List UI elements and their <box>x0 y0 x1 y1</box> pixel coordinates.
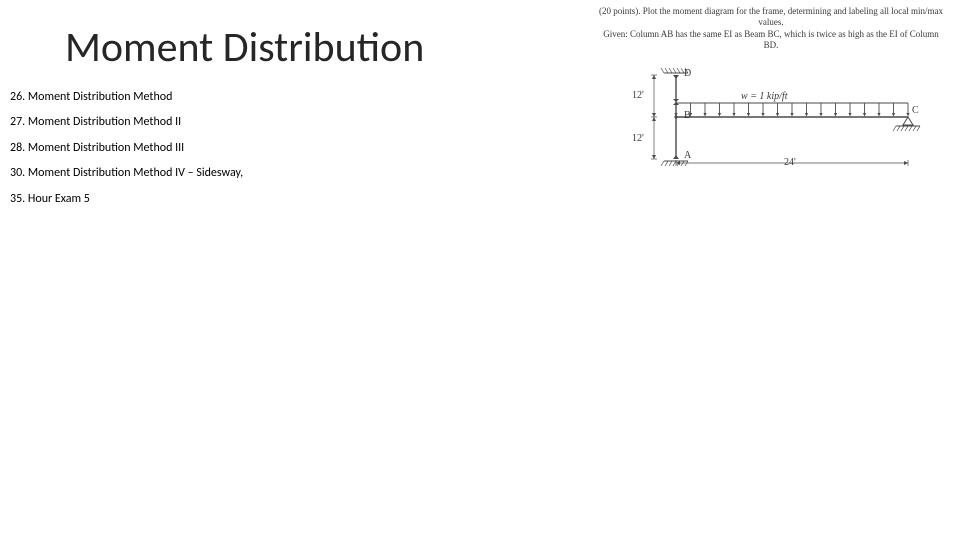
toc-item: 28. Moment Distribution Method III <box>10 141 243 155</box>
problem-line1: (20 points). Plot the moment diagram for… <box>599 6 943 27</box>
toc-list: 26. Moment Distribution Method 27. Momen… <box>10 90 243 217</box>
toc-item: 27. Moment Distribution Method II <box>10 115 243 129</box>
dim-span: 24' <box>784 157 796 168</box>
frame-diagram: D B A C 12' 12' 24' w = 1 kip/ft <box>596 55 946 175</box>
problem-line2: Given: Column AB has the same EI as Beam… <box>603 29 938 50</box>
frame-svg <box>596 55 946 175</box>
node-label-b: B <box>684 110 691 121</box>
problem-statement: (20 points). Plot the moment diagram for… <box>596 6 946 51</box>
dim-lower: 12' <box>632 133 644 144</box>
toc-item: 26. Moment Distribution Method <box>10 90 243 104</box>
page-title: Moment Distribution <box>65 22 424 73</box>
node-label-d: D <box>684 68 691 79</box>
dim-upper: 12' <box>632 90 644 101</box>
node-label-c: C <box>912 105 919 116</box>
problem-figure: (20 points). Plot the moment diagram for… <box>596 6 946 156</box>
toc-item: 30. Moment Distribution Method IV – Side… <box>10 166 243 180</box>
node-label-a: A <box>684 150 691 161</box>
load-label: w = 1 kip/ft <box>741 91 787 102</box>
toc-item: 35. Hour Exam 5 <box>10 192 243 206</box>
